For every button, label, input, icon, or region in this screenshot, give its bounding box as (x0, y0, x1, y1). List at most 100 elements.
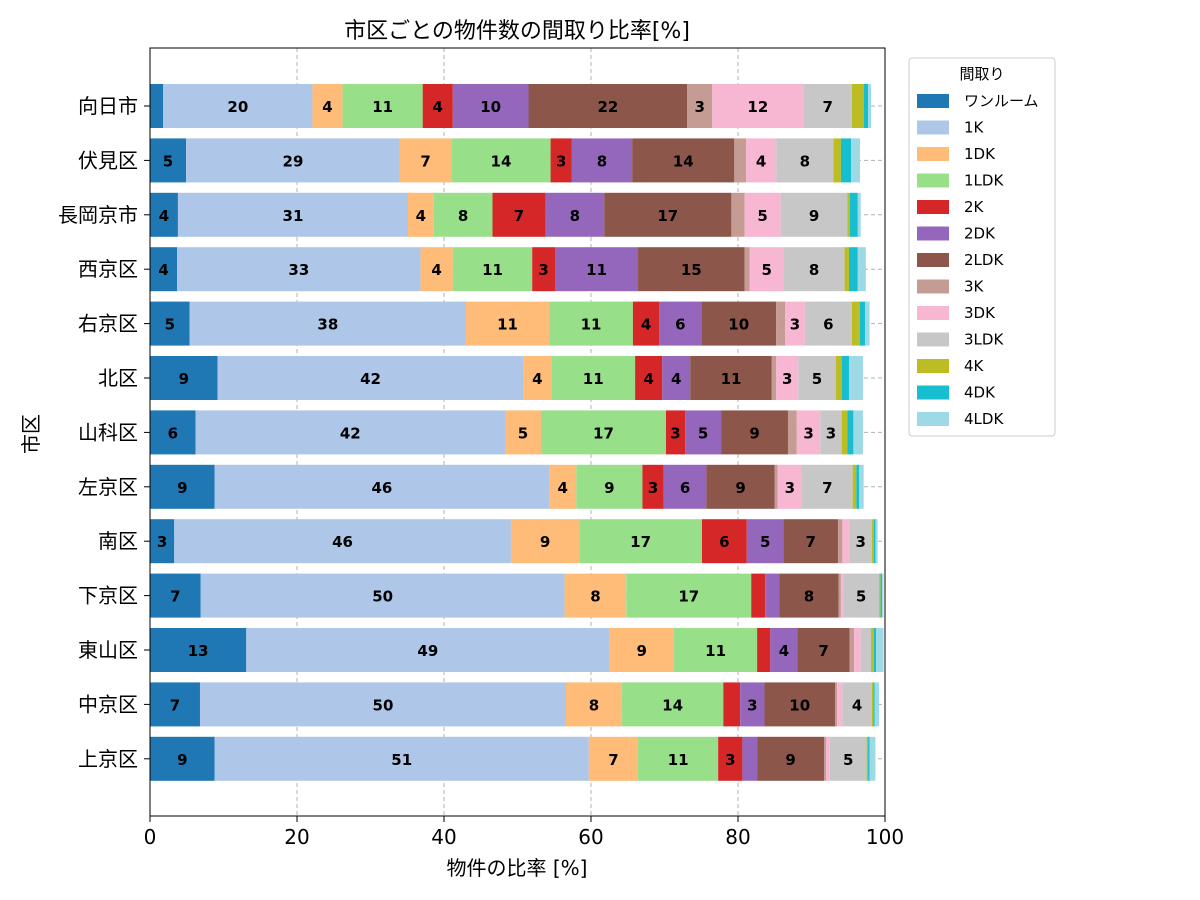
legend-label: 4LDK (964, 410, 1004, 428)
bar-segment (849, 519, 872, 564)
bar-segment (751, 573, 766, 618)
bar-value-label: 42 (360, 370, 381, 388)
bar-value-label: 3 (856, 533, 866, 551)
bar-segment (797, 628, 850, 672)
bar-segment (174, 519, 511, 564)
bar-value-label: 7 (170, 696, 180, 714)
bar-segment (740, 682, 765, 727)
bar-segment (186, 138, 400, 183)
bar-segment (549, 464, 577, 509)
bar-segment (150, 84, 164, 128)
legend-items: ワンルーム 1K 1DK 1LDK 2K 2DK 2LDK 3K 3DK 3LDK 4K 4DK 4LD… (917, 92, 1039, 428)
bar-value-label: 4 (431, 261, 441, 279)
bar-segment (860, 628, 872, 672)
bar-segment (150, 736, 215, 781)
bar-value-label: 33 (288, 261, 309, 279)
bar-segment (840, 138, 852, 183)
bar-value-label: 8 (590, 588, 600, 606)
bar-segment (876, 628, 884, 672)
y-tick-label: 山科区 (78, 420, 138, 444)
bar-segment (541, 410, 666, 455)
bar-segment (764, 682, 836, 727)
bar-segment (742, 736, 758, 781)
bar-value-label: 51 (391, 751, 412, 769)
bar-segment (632, 301, 660, 346)
bar-segment (200, 573, 565, 618)
bar-value-label: 10 (728, 316, 749, 334)
legend-swatch (917, 359, 949, 373)
legend-label: 3K (964, 278, 985, 296)
bar-value-label: 4 (532, 370, 542, 388)
bar-segment (843, 573, 880, 618)
bar-value-label: 8 (804, 588, 814, 606)
bar-segment (744, 192, 781, 237)
bar-segment (150, 301, 190, 346)
x-tick-label: 40 (431, 825, 456, 849)
bar-value-label: 4 (158, 261, 168, 279)
bar-segment (779, 573, 839, 618)
x-ticks-layer: 0 20 40 60 80 100 (144, 816, 904, 849)
bar-segment (837, 682, 843, 727)
bar-segment (847, 410, 854, 455)
bar-value-label: 6 (680, 479, 690, 497)
bar-segment (632, 138, 735, 183)
bar-segment (829, 736, 867, 781)
bar-labels-layer: 20 4 11 4 10 22 3 12 75 29 7 14 3 8 14 4 84 31 4 8 7 8 17 5 94 33… (157, 98, 866, 769)
bar-segment (746, 138, 777, 183)
legend-label: 2K (964, 198, 985, 216)
legend-swatch (917, 412, 949, 426)
legend-label: 1DK (964, 145, 996, 163)
bar-value-label: 11 (482, 261, 503, 279)
bar-segment (848, 356, 863, 400)
bar-value-label: 9 (177, 751, 187, 769)
bar-segment (856, 464, 860, 509)
bar-segment (776, 356, 799, 400)
bar-segment (420, 247, 453, 292)
bar-segment (744, 247, 750, 292)
y-tick-label: 中京区 (78, 692, 138, 716)
bar-value-label: 5 (163, 152, 173, 170)
bar-segment (566, 682, 622, 727)
bar-segment (579, 519, 702, 564)
bar-segment (853, 410, 863, 455)
bar-segment (860, 301, 866, 346)
bar-segment (783, 519, 838, 564)
bar-value-label: 6 (823, 316, 833, 334)
bar-value-label: 22 (597, 98, 618, 116)
bar-segment (214, 464, 550, 509)
y-tick-label: 東山区 (78, 638, 138, 662)
bar-segment (554, 247, 639, 292)
bar-value-label: 5 (843, 751, 853, 769)
bar-segment (851, 84, 864, 128)
bar-segment (783, 247, 845, 292)
bar-segment (776, 138, 834, 183)
bar-value-label: 3 (790, 316, 800, 334)
bar-value-label: 3 (826, 424, 836, 442)
legend-label: 1K (964, 119, 985, 137)
bar-value-label: 5 (698, 424, 708, 442)
legend-swatch (917, 385, 949, 400)
bar-value-label: 9 (636, 642, 646, 660)
bar-value-label: 4 (641, 316, 651, 334)
bar-value-label: 7 (818, 642, 828, 660)
bar-segment (718, 736, 743, 781)
bar-value-label: 5 (518, 424, 528, 442)
bar-segment (765, 573, 780, 618)
bar-segment (837, 519, 843, 564)
bar-value-label: 8 (800, 152, 810, 170)
bar-segment (665, 410, 686, 455)
bar-value-label: 5 (812, 370, 822, 388)
y-tick-label: 右京区 (78, 312, 138, 336)
bar-segment (150, 519, 175, 564)
bar-segment (879, 573, 881, 618)
bar-segment (842, 682, 872, 727)
y-axis-label: 市区 (19, 414, 43, 454)
bar-segment (757, 736, 824, 781)
bar-segment (801, 464, 853, 509)
bar-value-label: 10 (789, 696, 810, 714)
bar-value-label: 11 (586, 261, 607, 279)
bar-segment (771, 356, 777, 400)
bar-segment (833, 138, 841, 183)
bar-segment (505, 410, 542, 455)
